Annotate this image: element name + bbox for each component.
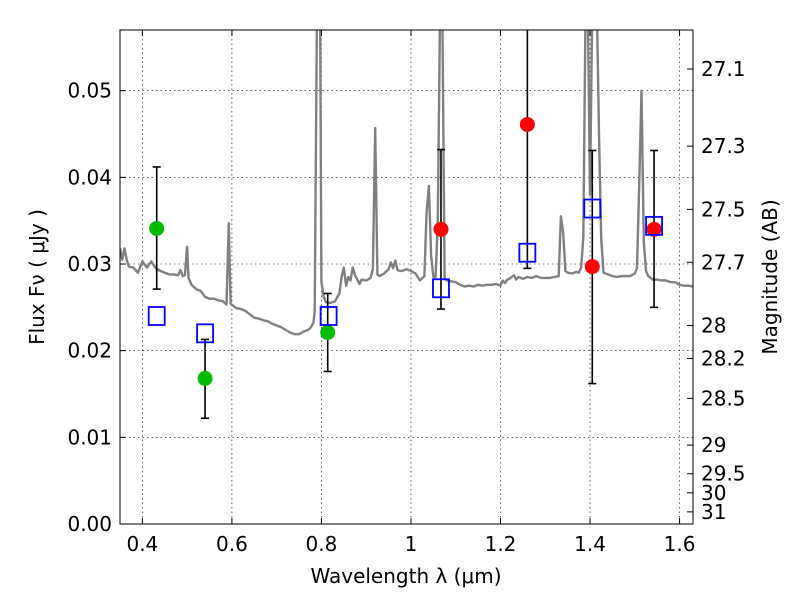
x-tick-label: 1.6 (664, 532, 696, 556)
y-tick-label: 0.05 (67, 79, 112, 103)
y-tick-label: 0.01 (67, 425, 112, 449)
data-point-1-0 (433, 221, 449, 237)
data-point-1-3 (646, 221, 662, 237)
right-tick-label: 29.5 (701, 462, 746, 486)
data-point-1-2 (584, 259, 600, 275)
data-point-0-0 (149, 220, 165, 236)
right-tick-label: 27.7 (701, 250, 746, 274)
data-point-2-4 (518, 242, 537, 263)
data-point-2-2 (319, 306, 338, 326)
data-point-0-1 (197, 370, 213, 386)
data-point-0-2 (320, 324, 336, 340)
y-axis-ticks: 0.00 0.01 0.02 0.03 0.04 0.05 (67, 79, 126, 536)
y-tick-label: 0.03 (67, 252, 112, 276)
data-point-2-0 (147, 306, 166, 326)
right-axis-label: Magnitude (AB) (758, 199, 782, 354)
right-tick-label: 28.2 (701, 346, 746, 370)
x-tick-label: 1.2 (485, 532, 517, 556)
right-tick-label: 27.1 (701, 57, 746, 81)
right-tick-label: 31 (701, 500, 726, 524)
y-tick-label: 0.00 (67, 512, 112, 536)
right-tick-label: 29 (701, 433, 726, 457)
spectrum-line (120, 30, 693, 336)
y-tick-label: 0.02 (67, 339, 112, 363)
plot-area (120, 30, 693, 524)
plot-frame (119, 29, 694, 525)
right-tick-label: 30 (701, 481, 726, 505)
data-point-2-3 (432, 278, 450, 299)
spectrum-layer (120, 30, 693, 336)
data-point-2-5 (583, 198, 602, 219)
y-tick-label: 0.04 (67, 165, 112, 189)
x-tick-label: 0.8 (306, 532, 338, 556)
right-tick-label: 28 (701, 314, 726, 338)
x-tick-label: 1.4 (574, 532, 606, 556)
y-axis-label: Flux Fν ( μJy ) (25, 209, 49, 345)
x-axis-label: Wavelength λ (μm) (310, 564, 501, 588)
right-tick-label: 28.5 (701, 386, 746, 410)
data-point-1-1 (519, 116, 535, 132)
data-point-2-1 (196, 323, 214, 344)
right-tick-label: 27.5 (701, 197, 746, 221)
x-axis-ticks: 0.4 0.6 0.8 1 1.2 1.4 1.6 (126, 30, 695, 556)
data-point-2-6 (645, 215, 663, 236)
x-tick-label: 0.6 (216, 532, 248, 556)
x-tick-label: 1 (405, 532, 418, 556)
right-tick-label: 27.3 (701, 134, 746, 158)
marker-layer (147, 116, 663, 386)
x-tick-label: 0.4 (126, 532, 158, 556)
